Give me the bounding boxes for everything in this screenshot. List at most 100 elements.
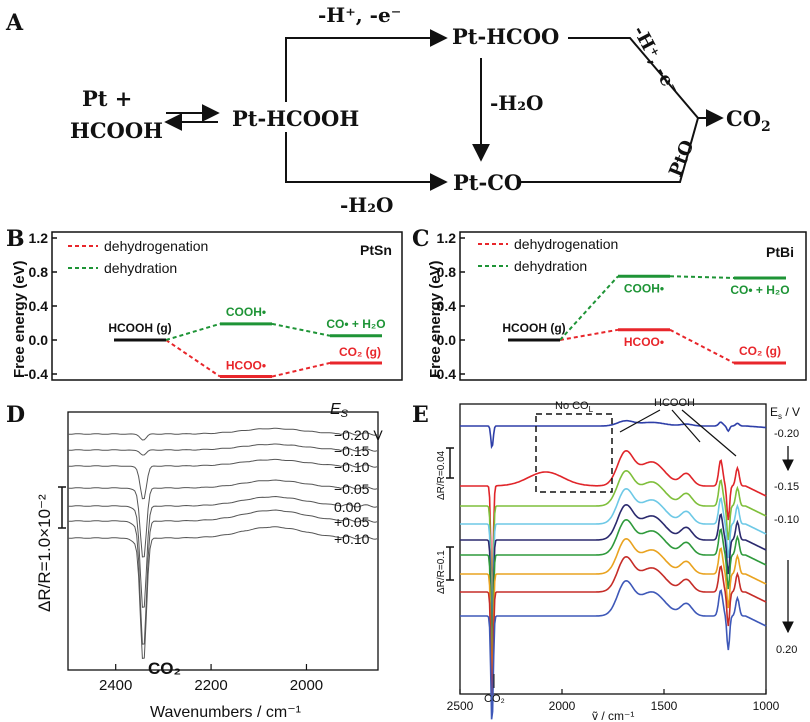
panel-e-xlabel: ṽ / cm⁻¹ [592,709,634,722]
bottom-arrow-label: -H₂O [340,193,393,217]
panel-d-label: D [6,402,25,428]
spectrum-trace-3 [68,479,378,558]
panel-a-label: A [5,10,24,36]
spectrum-trace-7 [460,555,767,696]
y-tick-label: 0.0 [29,332,49,348]
legend-dehydrogenation: dehydrogenation [514,236,618,252]
hcooh-leader-lines [619,409,737,457]
state-label: HCOO• [226,359,266,373]
panel-d-xticks: 2400 2200 2000 [99,664,323,694]
spectrum-trace-6 [68,526,378,659]
diag-arrow-label: -H⁺, -e⁻ [629,22,683,98]
spectrum-trace-8 [460,579,767,720]
panel-b-yticks: 1.2 0.8 0.4 0.0 -0.4 [24,230,57,382]
connector-dehydrogenation [559,328,619,341]
x-tick-label: 1000 [753,699,780,713]
panel-e-potential-3: 0.20 [776,644,797,656]
panel-e-xticks: 2500 2000 1500 1000 [447,689,780,713]
panel-e: E 2500 2000 1500 1000 ṽ / cm⁻¹ No COL HCOOH… [412,397,800,722]
top-arrow-label: -H⁺, -e⁻ [318,3,401,27]
panel-a-arrows [164,29,724,191]
y-tick-label: 1.2 [29,230,49,246]
no-col-annotation: No COL [555,400,594,414]
bottom-branch-arrow [285,132,448,191]
hcooh-leader-3 [681,409,737,457]
y-tick-label: 0.4 [437,298,457,314]
legend-dehydrogenation: dehydrogenation [104,238,208,254]
y-tick-label: -0.4 [432,366,456,382]
spectrum-trace-1 [68,443,378,456]
y-tick-label: 0.4 [29,298,49,314]
spectrum-trace-3 [460,487,767,628]
legend-dehydration: dehydration [104,260,177,276]
connector-dehydrogenation [669,328,735,364]
hcooh-leader-2 [671,409,701,443]
x-tick-label: 2000 [549,699,576,713]
state-label: CO• + H₂O [730,283,789,297]
panel-d-header: ES [330,401,349,420]
spectrum-trace-2 [460,469,767,610]
hcooh-leader-1 [619,409,661,433]
connector-dehydrogenation [165,339,221,378]
potential-label: −0.10 [334,459,370,475]
spectrum-trace-1 [460,449,767,590]
state-label: HCOO• [624,335,664,349]
connector-dehydration [669,275,735,279]
panel-e-scale-label-bottom: ΔR/R=0.1 [436,550,447,594]
product-co2: CO2 [726,106,771,135]
panel-e-traces [460,419,767,720]
y-tick-label: 1.2 [437,230,457,246]
spectrum-trace-5 [460,518,767,659]
x-tick-label: 2200 [194,677,227,694]
co-to-co2-line [518,117,699,183]
connector-dehydration [271,322,331,337]
state-label: CO₂ (g) [739,344,781,358]
potential-label: +0.10 [334,531,370,547]
connector-dehydration [165,322,221,341]
panel-d-scale-label: ΔR/R=1.0×10⁻² [35,494,54,612]
y-tick-label: 0.8 [437,264,457,280]
panel-e-potential-2: -0.10 [774,514,799,526]
state-label: COOH• [226,305,266,319]
state-label: COOH• [624,281,664,295]
panel-d-traces [68,427,378,659]
panel-d-band-label: CO₂ [148,659,181,678]
middle-arrow-label: -H₂O [490,91,543,115]
species-pt-hcoo: Pt-HCOO [452,24,559,49]
potential-label: +0.05 [334,514,370,530]
spectrum-trace-0 [68,427,378,441]
panel-b: B Free energy (eV) 1.2 0.8 0.4 0.0 -0.4 HCOO… [6,226,403,382]
panel-a-scheme: A Pt + HCOOH Pt-HCOOH Pt-HCOO Pt-CO CO2 … [5,3,771,217]
reactant-hcooh: HCOOH [70,118,163,143]
panel-c-legend: dehydrogenation dehydration [478,236,618,274]
x-tick-label: 1500 [651,699,678,713]
panel-b-marks: HCOOH (g) HCOO• CO₂ (g) COOH• CO• + H₂O [108,305,386,379]
formate-to-co2-line [568,37,699,119]
spectrum-trace-6 [460,537,767,678]
panel-c-catalyst: PtBi [766,244,794,260]
connector-dehydrogenation [271,361,331,378]
connector-dehydration [559,275,619,341]
no-col-annotation-box [535,413,613,493]
panel-e-scale-label-top: ΔR/R=0.04 [436,450,447,500]
potential-label: −0.15 [334,443,370,459]
panel-d-frame [67,411,379,671]
potential-label: 0.00 [334,499,361,515]
panel-c-ylabel: Free energy (eV) [427,260,444,378]
panel-e-label: E [412,402,429,428]
spectrum-trace-2 [68,458,378,500]
legend-dehydration: dehydration [514,258,587,274]
panel-b-label: B [6,226,25,252]
panel-c: C Free energy (eV) 1.2 0.8 0.4 0.0 -0.4 HCOO… [412,226,807,382]
panel-e-frame [459,403,767,695]
panel-e-potential-0: -0.20 [774,428,799,440]
state-label: HCOOH (g) [502,321,565,335]
panel-d-potentials: −0.20 V−0.15−0.10 −0.05 0.00+0.05+0.10 [334,427,383,547]
state-label: HCOOH (g) [108,321,171,335]
reactant-pt-plus: Pt + [82,86,132,111]
species-pt-co: Pt-CO [453,170,522,195]
potential-label: −0.05 [334,481,370,497]
state-label: CO₂ (g) [339,345,381,359]
spectrum-trace-4 [68,495,378,608]
